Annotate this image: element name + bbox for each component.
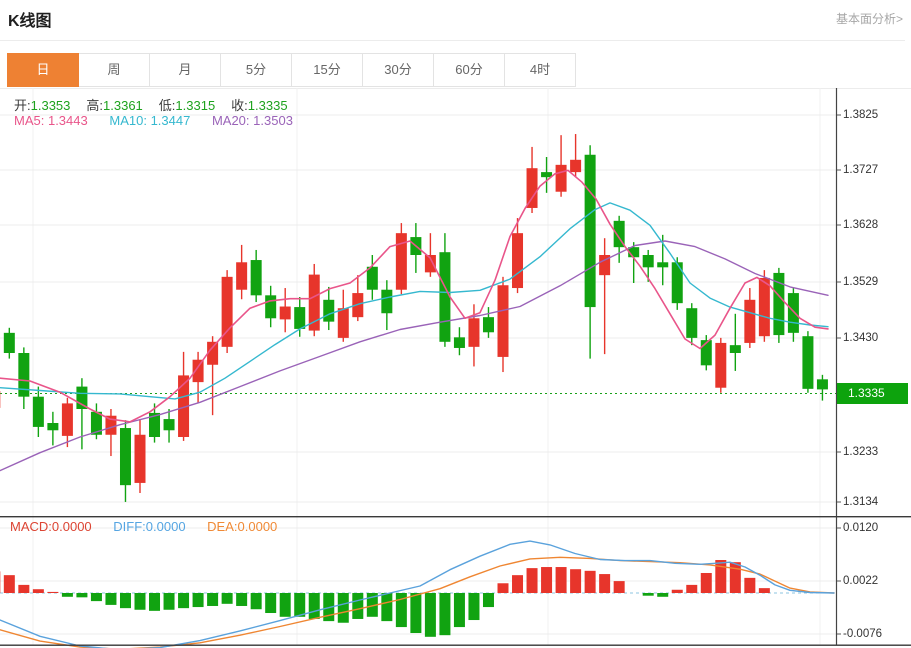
dea-value: DEA:0.0000 (207, 519, 278, 534)
high-label: 高: (86, 98, 104, 113)
close-label: 收: (231, 98, 248, 113)
price-tick-label: 1.3134 (843, 496, 879, 508)
macd-legend: MACD:0.0000 DIFF:0.0000 DEA:0.0000 (10, 519, 277, 534)
price-tick-label: 1.3233 (843, 446, 879, 458)
tab-5min[interactable]: 5分 (221, 53, 292, 87)
chart-top-border (0, 88, 911, 89)
price-tick-label: 1.3825 (843, 109, 879, 121)
diff-value: DIFF:0.0000 (113, 519, 186, 534)
tab-30min[interactable]: 30分 (363, 53, 434, 87)
tab-day[interactable]: 日 (7, 53, 79, 87)
tab-4hour[interactable]: 4时 (505, 53, 576, 87)
ohlc-legend: 开:1.3353 高:1.3361 低:1.3315 收:1.3335 (14, 95, 304, 114)
timeframe-tabbar: 日 周 月 5分 15分 30分 60分 4时 (7, 53, 576, 87)
price-tick-label: 1.3430 (843, 332, 879, 344)
tab-15min[interactable]: 15分 (292, 53, 363, 87)
high-value: 1.3361 (103, 98, 143, 113)
ma-legend: MA5: 1.3443 MA10: 1.3447 MA20: 1.3503 (14, 113, 293, 128)
macd-tick-label: -0.0076 (843, 628, 883, 640)
ma10-legend: MA10: 1.3447 (109, 113, 191, 128)
price-tick-label: 1.3727 (843, 164, 879, 176)
close-value: 1.3335 (247, 98, 288, 113)
page-title: K线图 (8, 13, 52, 30)
tab-60min[interactable]: 60分 (434, 53, 505, 87)
ma20-legend: MA20: 1.3503 (211, 113, 293, 128)
fundamental-analysis-link[interactable]: 基本面分析> (835, 12, 903, 26)
open-value: 1.3353 (30, 98, 71, 113)
price-tick-label: 1.3628 (843, 219, 879, 231)
macd-tick-label: 0.0022 (843, 575, 879, 587)
price-tick-label: 1.3529 (843, 276, 879, 288)
current-price-badge: 1.3335 (837, 383, 908, 404)
ma5-legend: MA5: 1.3443 (14, 113, 88, 128)
title-divider (0, 40, 905, 41)
tab-week[interactable]: 周 (79, 53, 150, 87)
open-label: 开: (14, 98, 31, 113)
macd-tick-label: 0.0120 (843, 522, 879, 534)
low-label: 低: (158, 98, 176, 113)
macd-value: MACD:0.0000 (10, 519, 92, 534)
low-value: 1.3315 (175, 98, 216, 113)
tab-month[interactable]: 月 (150, 53, 221, 87)
